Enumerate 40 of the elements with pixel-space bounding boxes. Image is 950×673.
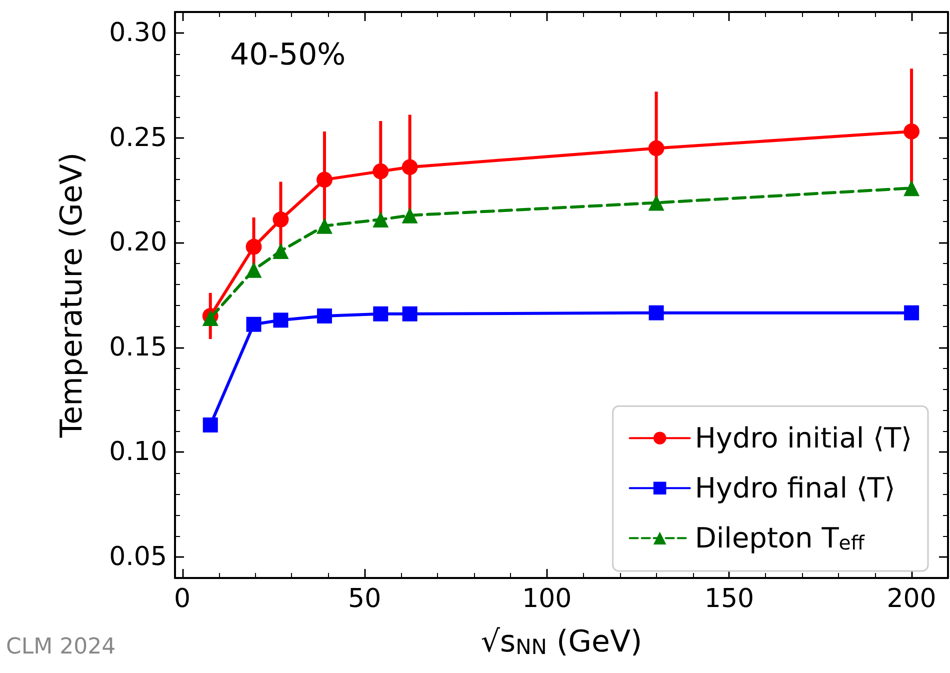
x-tick-label: 200 [886,584,936,614]
point [316,218,332,234]
point [246,238,262,255]
point [373,306,388,322]
x-tick-label: 50 [348,584,382,614]
point [272,242,289,259]
point [372,163,389,180]
point [372,212,389,228]
point [246,316,262,332]
point [402,306,418,322]
x-tick-label: 100 [522,584,572,614]
legend-label: Hydro initial ⟨T⟩ [694,422,912,455]
text: CLM 2024 [6,634,116,660]
point [648,305,664,320]
point [246,262,262,278]
point [648,194,664,211]
legend-label: Dilepton Teff [694,522,865,555]
annotation: 40-50% [230,38,346,72]
point [316,172,332,188]
point [402,159,418,176]
x-axis-title: √sNN (GeV) [480,624,642,660]
point [904,180,920,196]
legend-label: Hydro final ⟨T⟩ [694,472,896,505]
point [402,207,418,224]
point [272,212,289,228]
y-tick-label: 0.25 [109,122,167,153]
point [648,140,664,156]
point [316,308,332,324]
x-tick-label: 0 [174,584,191,614]
y-tick-label: 0.30 [109,18,167,48]
point [904,305,920,320]
y-axis-title: Temperature (GeV) [54,152,90,439]
point [904,123,920,140]
x-tick-label: 150 [704,584,754,614]
y-tick-label: 0.05 [109,542,167,572]
y-tick-label: 0.10 [109,437,167,468]
y-tick-label: 0.15 [109,332,167,362]
point [273,312,288,328]
point [202,417,218,432]
y-tick-label: 0.20 [109,228,167,258]
